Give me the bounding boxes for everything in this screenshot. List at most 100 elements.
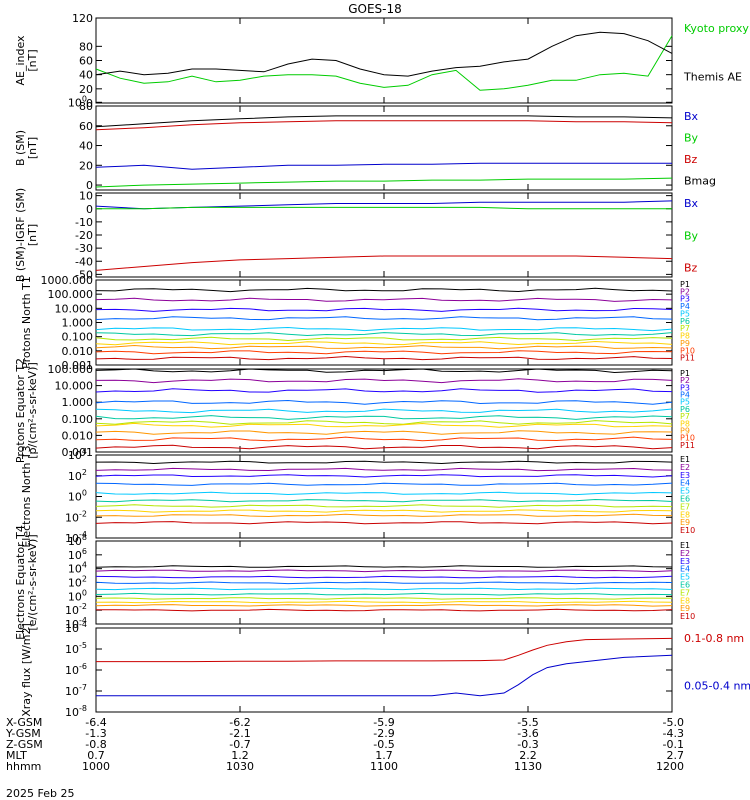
legend-label: E4 [680,479,690,488]
y-tick-label: 10-4 [65,620,87,635]
legend-label: P6 [680,405,690,414]
channel-line [95,350,673,355]
y-tick-label: 100.000 [48,363,94,376]
axis-row-value: -4.3 [663,727,684,740]
axis-row-value: -6.2 [229,716,250,729]
axis-row-value: -0.5 [373,738,394,751]
legend-label: 0.05-0.4 nm [684,680,750,693]
panel-7: 10-8 10-7 10-6 10-5 10-4 Xray flux [W/m2] 0.1-… [20,620,750,719]
y-tick-label: 106 [68,547,87,562]
legend-label: E8 [680,596,690,605]
series-line [95,115,673,128]
legend-label: P7 [680,412,690,421]
channel-line [95,415,673,420]
y-tick-label: 1.000 [62,396,94,409]
y-tick-label: 1000.000 [41,274,94,287]
legend-label: E9 [680,604,690,613]
axis-row-label: MLT [6,749,27,762]
y-tick-label: 0 [86,179,93,192]
legend-label: E7 [680,502,690,511]
legend-label: Bmag [684,175,716,188]
channel-line [95,307,673,312]
y-tick-label: 20 [79,159,93,172]
channel-line [95,467,673,472]
axis-row-value: 1.2 [231,749,249,762]
y-tick-label: 100 [68,94,87,109]
series-line [96,637,673,663]
series-line [95,255,673,271]
axis-row-value: 1130 [514,760,542,773]
legend-label: P5 [680,309,690,318]
y-tick-label: 100.000 [48,288,94,301]
y-axis-label: Electrons North T3 [20,445,33,547]
legend-label: E1 [680,455,690,464]
legend-label: E2 [680,463,690,472]
y-tick-label: 0.001 [62,359,94,372]
legend-label: P10 [680,346,695,355]
channel-line [95,326,673,332]
panel-4: 0.001 0.010 0.100 1.000 10.000 100.000 Protons… [14,358,695,463]
series-line [96,206,672,210]
axis-row-value: -2.9 [373,727,394,740]
channel-line [95,355,673,361]
y-tick-label: 40 [79,69,93,82]
channel-line [95,513,673,518]
channel-line [95,436,673,442]
plot-title: GOES-18 [348,2,402,16]
axis-row-value: -5.5 [517,716,538,729]
axis-row-value: -1.3 [85,727,106,740]
y-tick-label: 10-2 [65,509,87,524]
legend-label: P11 [680,441,695,450]
legend-label: E5 [680,573,690,582]
series-line [96,654,673,697]
legend-label: P6 [680,317,690,326]
y-axis-label: AE_index[nT] [14,35,39,86]
panel-frame [95,192,673,278]
legend-label: P8 [680,332,690,341]
legend-label: E3 [680,557,690,566]
channel-line [95,399,673,405]
channel-line [95,569,673,573]
y-tick-label: 10 [79,190,93,203]
channel-line [95,491,673,496]
axis-row-value: 1100 [370,760,398,773]
channel-line [95,581,673,585]
legend-label: P1 [680,369,690,378]
axis-row-value: 2.7 [667,749,685,762]
legend-label: E2 [680,549,690,558]
axis-row-value: -6.4 [85,716,106,729]
channel-line [95,422,673,428]
channel-line [95,565,673,568]
axis-row-value: 1030 [226,760,254,773]
legend-label: P1 [680,280,690,289]
y-axis-label: Electrons Equator T4[e/(cm²-s-sr-keV)] [14,525,39,640]
channel-line [95,444,673,450]
y-tick-label: 10-4 [65,530,87,545]
legend-label: Bz [684,153,698,166]
legend-label: P4 [680,391,690,400]
channel-line [95,597,673,600]
legend-label: E6 [680,581,690,590]
y-tick-label: 80 [79,100,93,113]
y-tick-label: 102 [68,575,87,590]
y-tick-label: 20 [79,83,93,96]
channel-line [95,388,673,393]
axis-row-value: 2.2 [519,749,537,762]
date-label: 2025 Feb 25 [6,787,74,800]
legend-label: P8 [680,419,690,428]
y-tick-label: 120 [72,12,93,25]
channel-line [95,297,673,302]
legend-label: P11 [680,354,695,363]
y-tick-label: 102 [68,468,87,483]
axis-row-value: -3.6 [517,727,538,740]
y-axis-label: Xray flux [W/m2] [20,623,33,717]
channel-line [95,504,673,508]
channel-line [95,332,673,337]
y-tick-label: 80 [79,40,93,53]
channel-line [95,587,673,591]
y-tick-label: 100 [68,489,87,504]
y-axis-label: B (SM)-IGRF (SM)[nT] [14,188,39,282]
y-tick-label: 40 [79,140,93,153]
channel-line [95,509,673,513]
